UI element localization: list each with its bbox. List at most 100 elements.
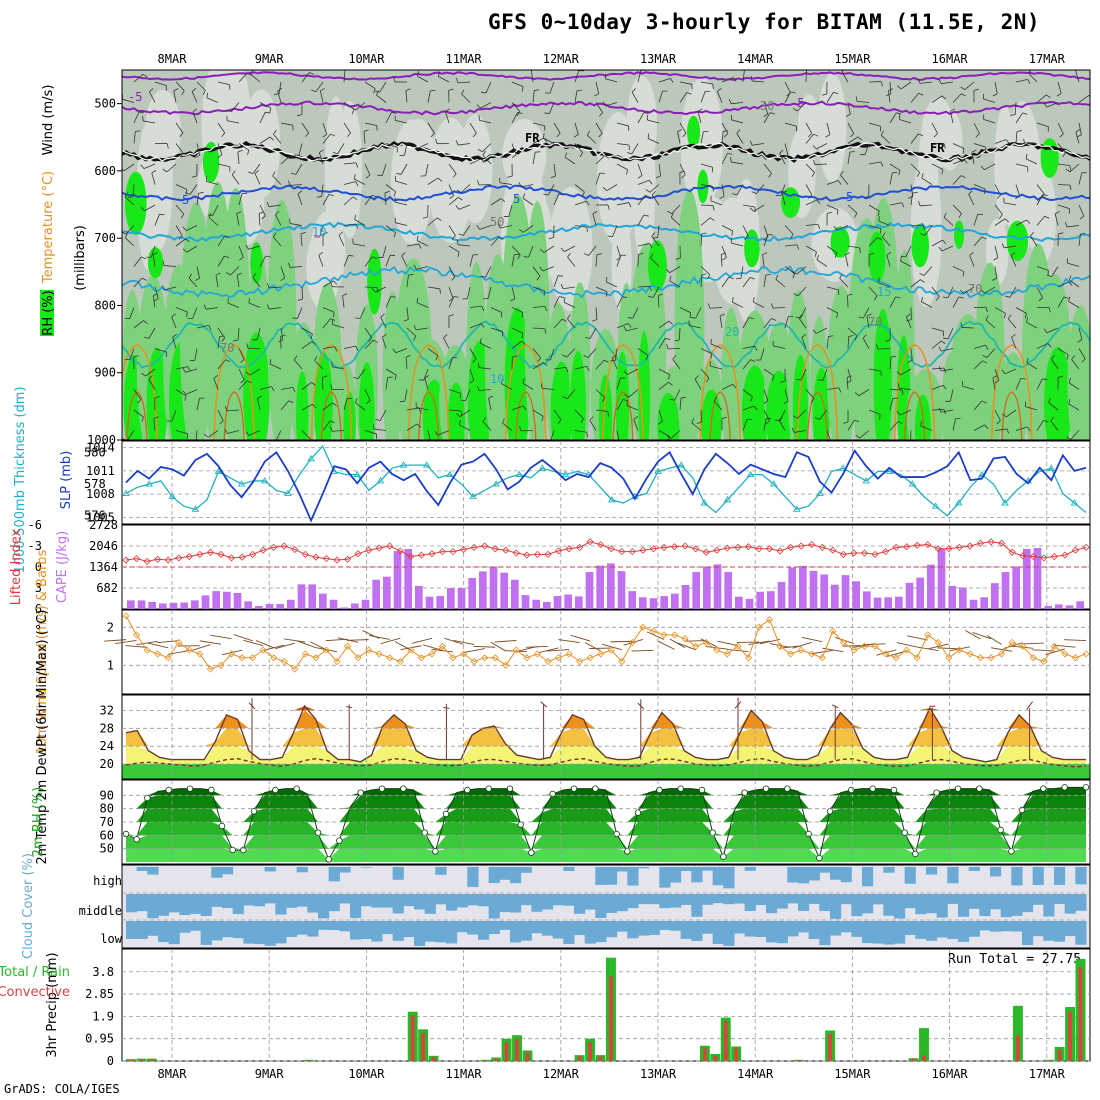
wind-barb [231, 102, 240, 112]
cape-tick-label: 682 [96, 581, 118, 595]
cloud-bar [467, 867, 479, 888]
rh-tick-label: 90 [100, 788, 114, 802]
wind-barb [826, 387, 839, 390]
wind-barb [154, 286, 159, 299]
wind-barb [469, 368, 475, 381]
cloud-bar [446, 894, 458, 911]
wind-barb [968, 194, 975, 206]
wind-barb-flag [645, 195, 650, 198]
wind-marker [196, 650, 204, 658]
wind-barb [553, 122, 561, 134]
wind-barb [1054, 213, 1059, 226]
lifted-marker [671, 543, 679, 551]
wind-barb [658, 320, 670, 329]
wind-barb [670, 430, 681, 439]
wind-barb-flag [422, 216, 428, 219]
wind-barb [213, 378, 219, 390]
lifted-marker [164, 556, 172, 564]
wind-barb [280, 122, 293, 126]
wind-barb [931, 239, 943, 247]
wind-barb-flag [507, 175, 513, 178]
wind-barb [511, 245, 521, 255]
wind-barb-flag [750, 276, 755, 280]
precip-convective-bar [1047, 1060, 1052, 1061]
wind-barb-flag [626, 169, 628, 175]
lifted-marker [818, 543, 826, 551]
wind-barb [175, 143, 184, 154]
cloud-bar [307, 894, 319, 913]
wind-barb [924, 225, 933, 236]
wind-barb-flag [405, 88, 411, 91]
wind-barb [175, 81, 185, 91]
wind-barb-flag [825, 134, 831, 138]
wind-marker [417, 654, 425, 662]
rh-marker [826, 808, 834, 815]
wind-barb-flag [752, 297, 755, 303]
wind-barb [866, 316, 870, 329]
cloud-bar [275, 894, 287, 915]
wind-barb [674, 389, 681, 401]
wind-barb [364, 339, 374, 349]
wind-barb-flag [217, 154, 223, 159]
surface-barb [264, 644, 285, 651]
rh-marker [613, 830, 620, 838]
cape-bar [127, 600, 135, 609]
cloud-bar [392, 894, 404, 914]
wind-barb [1028, 73, 1038, 83]
wind-barb-flag [1075, 129, 1081, 133]
wind-barb-flag [942, 239, 947, 244]
wind-barb-flag [272, 171, 276, 177]
cape-bar [404, 548, 413, 609]
wind-barb [236, 213, 240, 226]
isotherm-30 [515, 391, 537, 440]
lifted-marker [998, 539, 1006, 547]
wind-marker [871, 642, 879, 650]
wind-barb [700, 91, 706, 103]
wind-barb-flag [783, 154, 789, 158]
wind-barb [819, 409, 828, 420]
wind-barb-flag [365, 174, 371, 179]
wind-barb [522, 382, 534, 390]
rh-marker [709, 829, 716, 836]
wind-marker [987, 654, 995, 662]
wind-barb-flag [319, 149, 324, 153]
wind-barb [760, 348, 765, 361]
thickness-marker [723, 496, 732, 503]
wind-barb [868, 368, 881, 372]
wind-barb [952, 266, 965, 272]
wind-barb-flag [373, 88, 376, 94]
rh-fill-band [126, 835, 1086, 849]
wind-tick-label: 2 [107, 620, 114, 634]
wind-barb-flag [808, 194, 813, 199]
wind-barb-flag [778, 416, 783, 421]
surface-barb [191, 644, 211, 651]
cape-bar [1065, 605, 1074, 609]
cape-bar [233, 592, 242, 609]
wind-barb [144, 204, 156, 212]
wind-barb [416, 406, 429, 411]
wind-barb-flag [497, 223, 501, 229]
lifted-marker [217, 550, 225, 558]
wind-barb [1036, 184, 1045, 195]
wind-barb [649, 184, 660, 193]
surface-barb [792, 642, 812, 649]
wind-barb [238, 368, 245, 380]
wind-barb [694, 378, 702, 390]
rh-saturated-column [657, 393, 680, 440]
lifted-marker [502, 546, 510, 554]
wind-barb-flag [854, 335, 858, 341]
wind-barb-flag [1023, 139, 1026, 145]
wind-barb-flag [666, 343, 669, 349]
surface-barb [986, 635, 1002, 645]
precip-convective-bar [577, 1056, 582, 1061]
wind-marker [976, 654, 985, 662]
lifted-marker [249, 550, 257, 558]
surface-barb [623, 639, 644, 646]
cloud-bar [147, 894, 159, 919]
rh-marker [1008, 848, 1015, 855]
wind-barb-flag [991, 278, 997, 281]
wind-barb [637, 195, 646, 206]
cape-axis-label: CAPE (J/kg) [55, 531, 70, 603]
wind-barb-flag [854, 419, 860, 422]
wind-barb-flag [434, 430, 439, 436]
